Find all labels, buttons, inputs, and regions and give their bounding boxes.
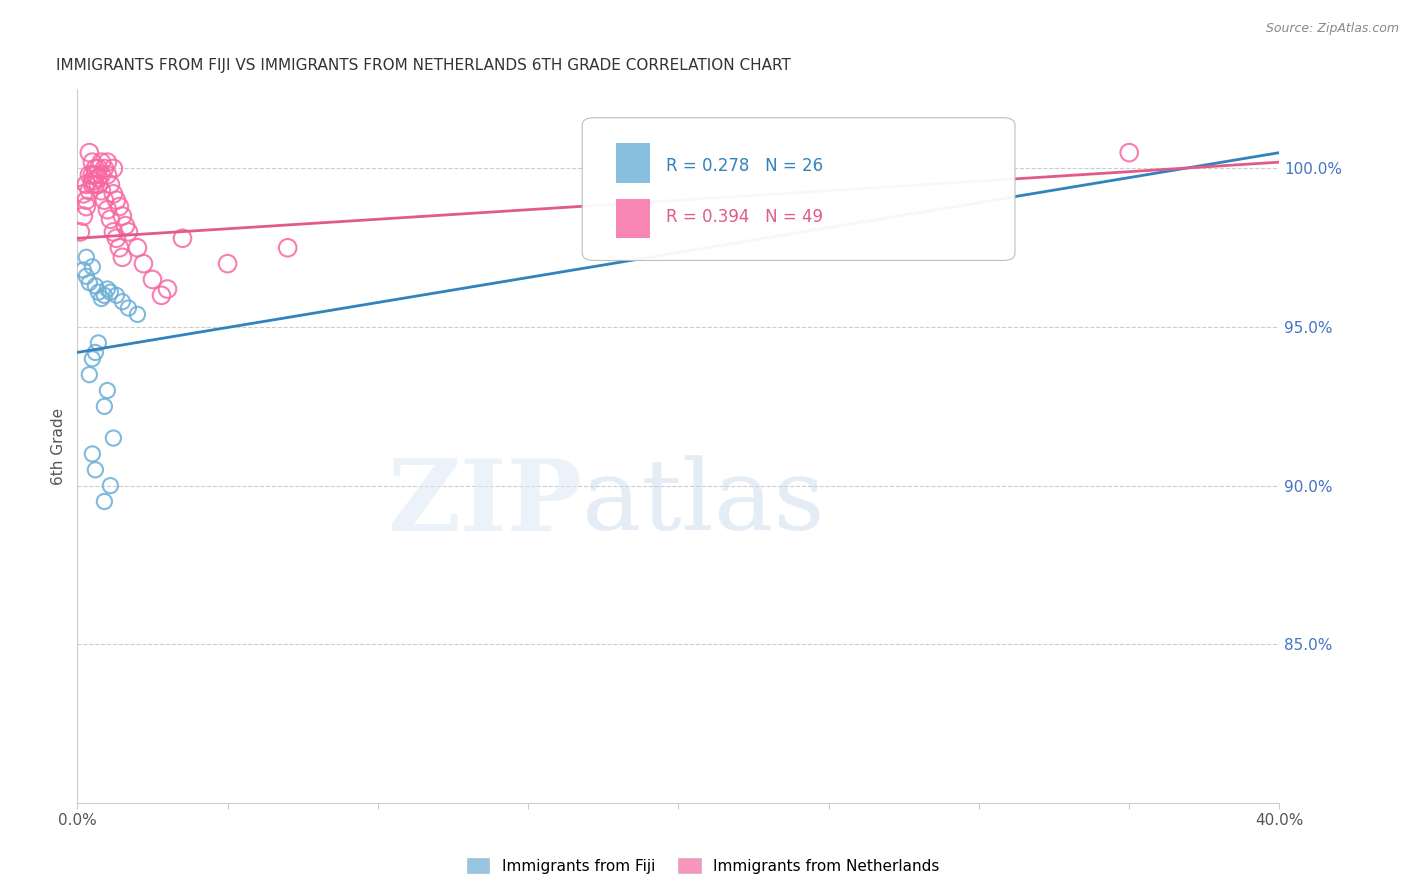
Point bbox=[111, 209, 134, 223]
Point bbox=[96, 168, 118, 182]
Point bbox=[111, 250, 134, 264]
Point bbox=[79, 145, 101, 160]
Point bbox=[100, 478, 122, 492]
Point bbox=[93, 400, 115, 414]
Point bbox=[93, 288, 115, 302]
Text: R = 0.278   N = 26: R = 0.278 N = 26 bbox=[666, 157, 824, 175]
Point bbox=[82, 351, 104, 366]
Text: IMMIGRANTS FROM FIJI VS IMMIGRANTS FROM NETHERLANDS 6TH GRADE CORRELATION CHART: IMMIGRANTS FROM FIJI VS IMMIGRANTS FROM … bbox=[56, 58, 792, 73]
Point bbox=[141, 272, 163, 286]
Point bbox=[82, 155, 104, 169]
Point bbox=[103, 161, 125, 176]
Point bbox=[93, 161, 115, 176]
Point bbox=[172, 231, 194, 245]
Point bbox=[90, 155, 112, 169]
Point bbox=[156, 282, 179, 296]
Point bbox=[72, 263, 94, 277]
Point bbox=[75, 200, 97, 214]
Point bbox=[117, 301, 139, 315]
Point bbox=[82, 260, 104, 274]
Point bbox=[108, 200, 131, 214]
Point bbox=[84, 278, 107, 293]
Point bbox=[87, 178, 110, 192]
Point bbox=[96, 155, 118, 169]
Point bbox=[84, 463, 107, 477]
Point bbox=[84, 345, 107, 359]
Point bbox=[79, 184, 101, 198]
Point bbox=[87, 335, 110, 350]
Point bbox=[100, 178, 122, 192]
Point bbox=[75, 193, 97, 207]
Point bbox=[90, 184, 112, 198]
Text: ZIP: ZIP bbox=[387, 455, 582, 551]
Point bbox=[72, 186, 94, 201]
Point bbox=[87, 285, 110, 300]
Point bbox=[79, 168, 101, 182]
Point bbox=[217, 257, 239, 271]
Point bbox=[103, 186, 125, 201]
Point bbox=[84, 161, 107, 176]
Point bbox=[90, 292, 112, 306]
Point bbox=[111, 294, 134, 309]
Point bbox=[82, 168, 104, 182]
Point bbox=[103, 225, 125, 239]
Point bbox=[82, 447, 104, 461]
Point bbox=[75, 269, 97, 284]
Point bbox=[105, 193, 128, 207]
Point bbox=[114, 219, 136, 233]
Point bbox=[79, 276, 101, 290]
Point bbox=[150, 288, 173, 302]
Point bbox=[79, 368, 101, 382]
Point bbox=[87, 161, 110, 176]
Point bbox=[100, 212, 122, 227]
Point bbox=[117, 225, 139, 239]
Point bbox=[132, 257, 155, 271]
Point bbox=[96, 384, 118, 398]
Point bbox=[82, 178, 104, 192]
Point bbox=[84, 178, 107, 192]
Text: atlas: atlas bbox=[582, 455, 825, 551]
Point bbox=[69, 225, 91, 239]
Point bbox=[96, 282, 118, 296]
Y-axis label: 6th Grade: 6th Grade bbox=[51, 408, 66, 484]
Point bbox=[93, 494, 115, 508]
Point bbox=[127, 241, 149, 255]
Point bbox=[103, 431, 125, 445]
Point bbox=[72, 209, 94, 223]
Bar bbox=[616, 144, 650, 183]
Point bbox=[127, 307, 149, 321]
Point bbox=[108, 241, 131, 255]
Legend: Immigrants from Fiji, Immigrants from Netherlands: Immigrants from Fiji, Immigrants from Ne… bbox=[460, 852, 946, 880]
Point bbox=[1118, 145, 1140, 160]
Point bbox=[75, 178, 97, 192]
Text: Source: ZipAtlas.com: Source: ZipAtlas.com bbox=[1265, 22, 1399, 36]
Bar bbox=[616, 199, 650, 238]
Point bbox=[84, 168, 107, 182]
Point bbox=[105, 231, 128, 245]
Point bbox=[277, 241, 299, 255]
Point bbox=[87, 171, 110, 186]
Point bbox=[93, 193, 115, 207]
Point bbox=[90, 168, 112, 182]
Point bbox=[105, 288, 128, 302]
Point bbox=[96, 202, 118, 217]
Point bbox=[75, 250, 97, 264]
Text: R = 0.394   N = 49: R = 0.394 N = 49 bbox=[666, 209, 824, 227]
Point bbox=[82, 174, 104, 188]
Point bbox=[100, 285, 122, 300]
FancyBboxPatch shape bbox=[582, 118, 1015, 260]
